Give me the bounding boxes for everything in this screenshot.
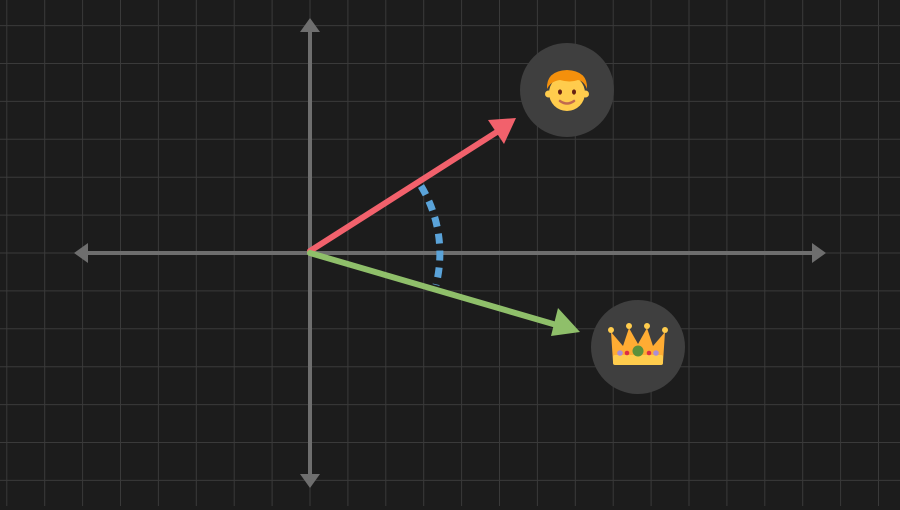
boy-badge bbox=[520, 43, 614, 137]
vector-boy bbox=[307, 118, 516, 254]
y-axis-top-arrowhead bbox=[300, 18, 320, 32]
vector-boy-shaft bbox=[307, 127, 503, 254]
vector-crown-arrowhead bbox=[551, 308, 580, 336]
vector-crown bbox=[307, 250, 580, 336]
angle-arc bbox=[417, 184, 444, 286]
crown-emoji-icon bbox=[608, 323, 668, 365]
vector-crown-shaft bbox=[307, 250, 563, 329]
x-axis bbox=[74, 243, 826, 263]
boy-face-emoji-icon bbox=[545, 70, 589, 111]
y-axis-bottom-arrowhead bbox=[300, 474, 320, 488]
x-axis-right-arrowhead bbox=[812, 243, 826, 263]
crown-badge bbox=[591, 300, 685, 394]
vector-boy-arrowhead bbox=[488, 118, 516, 144]
x-axis-left-arrowhead bbox=[74, 243, 88, 263]
